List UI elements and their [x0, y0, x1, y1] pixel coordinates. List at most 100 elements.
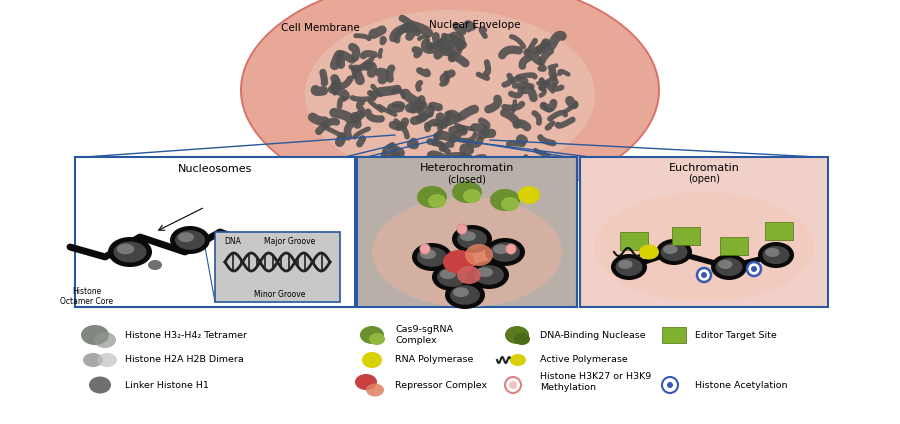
Ellipse shape	[716, 258, 742, 276]
Ellipse shape	[663, 245, 678, 254]
Ellipse shape	[618, 260, 633, 269]
Ellipse shape	[765, 248, 779, 257]
Text: Editor Target Site: Editor Target Site	[695, 330, 777, 340]
Ellipse shape	[477, 267, 493, 277]
Circle shape	[747, 262, 761, 276]
Ellipse shape	[417, 247, 447, 267]
Ellipse shape	[457, 229, 487, 249]
Ellipse shape	[465, 244, 493, 266]
Text: Histone H2A H2B Dimera: Histone H2A H2B Dimera	[125, 355, 244, 365]
Ellipse shape	[417, 186, 447, 208]
Ellipse shape	[490, 242, 520, 262]
Text: Histone H3₂-H4₂ Tetramer: Histone H3₂-H4₂ Tetramer	[125, 330, 247, 340]
Bar	[620, 232, 648, 250]
Circle shape	[509, 381, 517, 389]
Ellipse shape	[594, 192, 814, 302]
Ellipse shape	[514, 333, 530, 345]
Ellipse shape	[372, 197, 562, 307]
Ellipse shape	[445, 281, 485, 309]
Bar	[75, 157, 355, 307]
Ellipse shape	[366, 383, 384, 396]
Circle shape	[697, 268, 711, 282]
Ellipse shape	[97, 353, 117, 367]
Ellipse shape	[305, 10, 595, 180]
Ellipse shape	[369, 333, 385, 345]
Ellipse shape	[505, 326, 529, 344]
Ellipse shape	[240, 0, 660, 205]
Ellipse shape	[485, 238, 525, 266]
Ellipse shape	[89, 377, 111, 393]
Ellipse shape	[457, 266, 481, 284]
Bar	[215, 232, 340, 302]
Ellipse shape	[718, 260, 733, 269]
Text: DNA: DNA	[225, 237, 241, 246]
Text: Euchromatin: Euchromatin	[669, 163, 740, 173]
Ellipse shape	[175, 230, 205, 250]
Text: Histone H3K27 or H3K9
Methylation: Histone H3K27 or H3K9 Methylation	[540, 372, 652, 392]
Text: Nuclear Envelope: Nuclear Envelope	[429, 20, 521, 30]
Bar	[357, 157, 577, 307]
Ellipse shape	[469, 261, 509, 289]
Bar	[662, 327, 686, 343]
Ellipse shape	[355, 374, 377, 390]
Ellipse shape	[412, 243, 452, 271]
Ellipse shape	[493, 244, 509, 254]
Ellipse shape	[762, 246, 789, 264]
Ellipse shape	[94, 332, 116, 348]
Ellipse shape	[242, 0, 658, 203]
Text: Histone
Octamer Core: Histone Octamer Core	[60, 287, 113, 307]
Ellipse shape	[362, 352, 382, 368]
Bar	[580, 157, 828, 307]
Ellipse shape	[460, 232, 476, 241]
Text: (closed): (closed)	[447, 174, 486, 184]
Ellipse shape	[81, 325, 109, 345]
Text: Heterochromatin: Heterochromatin	[419, 163, 514, 173]
Ellipse shape	[453, 287, 469, 297]
Ellipse shape	[661, 243, 688, 261]
Circle shape	[667, 382, 673, 388]
Text: Active Polymerase: Active Polymerase	[540, 355, 628, 365]
Circle shape	[420, 244, 430, 254]
Text: Major Groove: Major Groove	[265, 237, 316, 246]
Bar	[672, 227, 700, 245]
Ellipse shape	[656, 239, 692, 265]
Ellipse shape	[113, 242, 147, 262]
Ellipse shape	[117, 244, 134, 254]
Text: (open): (open)	[688, 174, 720, 184]
Ellipse shape	[474, 265, 504, 285]
Text: Cas9-sgRNA
Complex: Cas9-sgRNA Complex	[395, 325, 453, 345]
Circle shape	[662, 377, 678, 393]
Ellipse shape	[616, 258, 643, 276]
Ellipse shape	[490, 189, 520, 211]
Ellipse shape	[758, 242, 794, 268]
Ellipse shape	[420, 249, 436, 259]
Ellipse shape	[437, 267, 467, 287]
Ellipse shape	[440, 269, 456, 279]
Circle shape	[505, 377, 521, 393]
Ellipse shape	[108, 237, 152, 267]
Ellipse shape	[463, 189, 481, 203]
Ellipse shape	[450, 285, 480, 305]
Text: DNA-Binding Nuclease: DNA-Binding Nuclease	[540, 330, 645, 340]
Circle shape	[506, 244, 516, 254]
Text: Nucleosomes: Nucleosomes	[178, 164, 252, 174]
Text: Histone Acetylation: Histone Acetylation	[695, 380, 788, 390]
Ellipse shape	[428, 194, 446, 208]
Ellipse shape	[170, 226, 210, 254]
Circle shape	[457, 224, 467, 234]
Ellipse shape	[443, 250, 475, 274]
Ellipse shape	[452, 181, 482, 203]
Text: Linker Histone H1: Linker Histone H1	[125, 380, 209, 390]
Ellipse shape	[510, 354, 526, 366]
Circle shape	[701, 272, 707, 278]
Ellipse shape	[611, 254, 647, 280]
Ellipse shape	[148, 260, 162, 270]
Text: Repressor Complex: Repressor Complex	[395, 380, 487, 390]
Bar	[720, 237, 748, 255]
Ellipse shape	[452, 225, 492, 253]
Ellipse shape	[501, 197, 519, 211]
Ellipse shape	[639, 245, 659, 259]
Ellipse shape	[83, 353, 103, 367]
Text: Minor Groove: Minor Groove	[255, 290, 306, 299]
Ellipse shape	[518, 186, 540, 204]
